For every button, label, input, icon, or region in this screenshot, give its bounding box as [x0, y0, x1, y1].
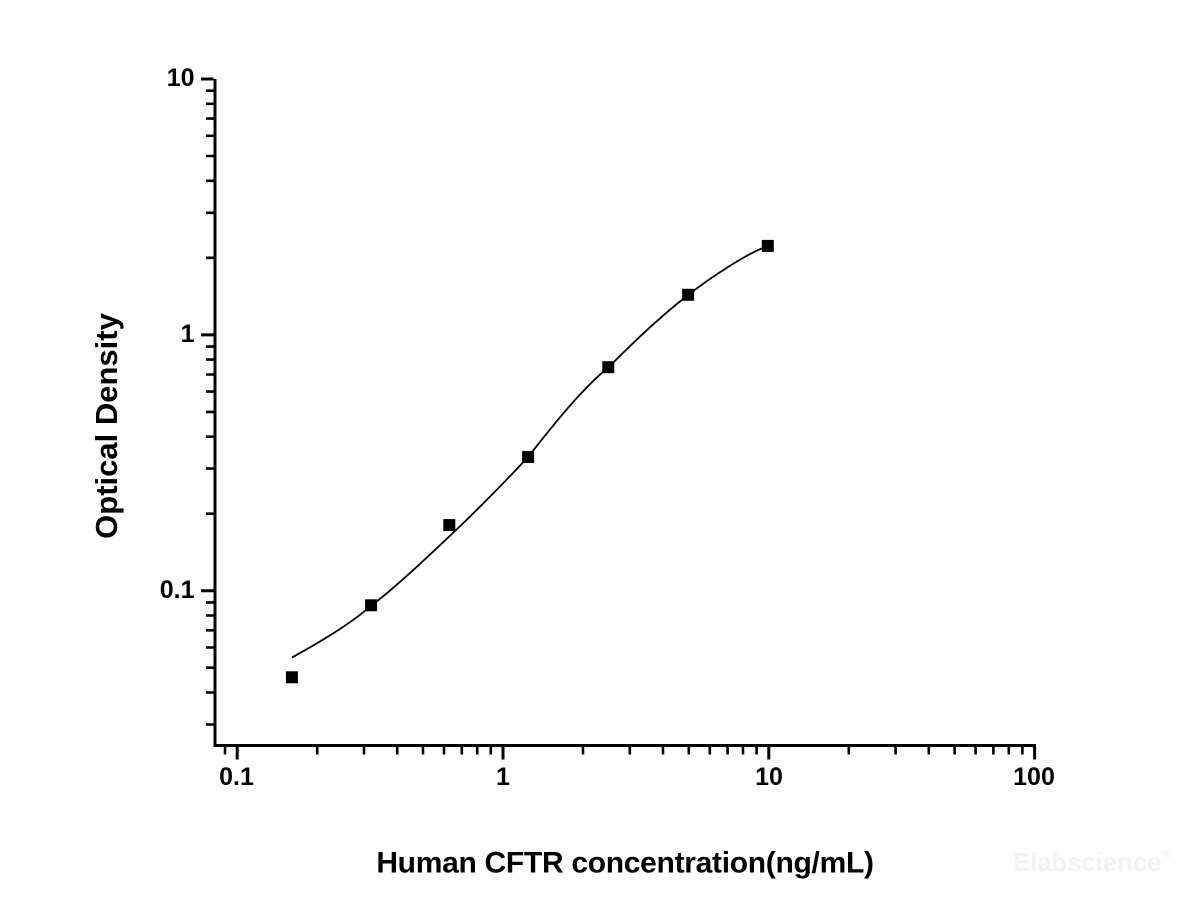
svg-text:0.1: 0.1 [160, 576, 195, 604]
svg-text:10: 10 [755, 763, 783, 791]
svg-text:1: 1 [181, 320, 195, 348]
svg-text:10: 10 [167, 64, 195, 92]
svg-text:Human CFTR concentration(ng/mL: Human CFTR concentration(ng/mL) [376, 847, 873, 880]
svg-text:Optical Density: Optical Density [89, 312, 124, 538]
svg-text:100: 100 [1013, 763, 1055, 791]
svg-text:0.1: 0.1 [219, 763, 254, 791]
svg-text:1: 1 [496, 763, 510, 791]
svg-text:Elabscience®: Elabscience® [1013, 847, 1171, 877]
